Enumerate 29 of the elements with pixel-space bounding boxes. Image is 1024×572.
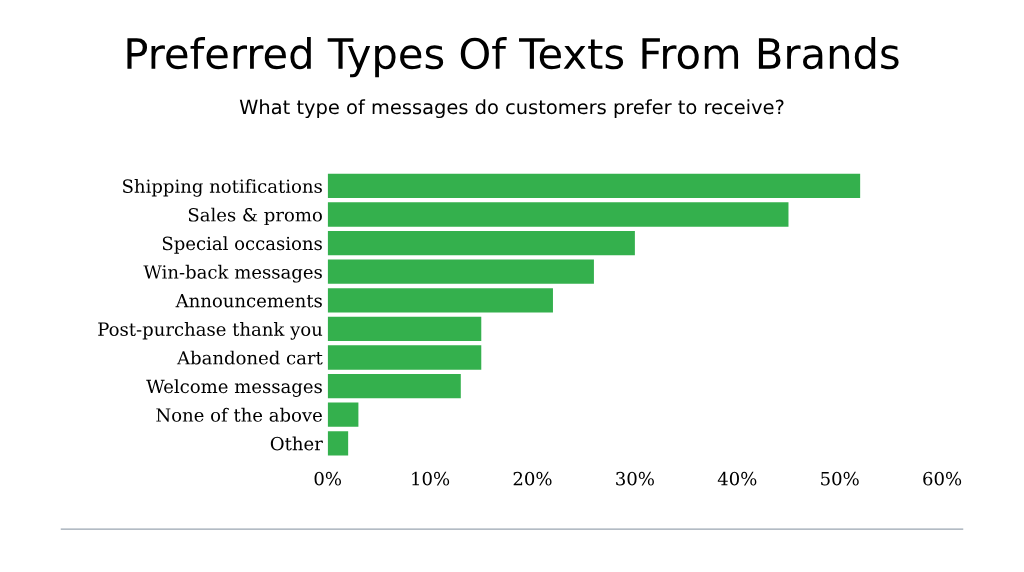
chart-subtitle: What type of messages do customers prefer to receive? [239,99,784,119]
x-tick-label: 50% [821,471,859,486]
bar [327,402,359,427]
bar [327,288,553,313]
bar [327,345,482,370]
bar [327,373,461,399]
bar [327,230,635,256]
y-tick-label: Other [270,436,323,451]
y-tick-label: Sales & promo [188,207,322,226]
x-tick-label: 60% [923,471,962,486]
x-tick-label: 20% [513,471,552,486]
bar [327,431,349,456]
bar [327,316,482,342]
bar [327,202,789,227]
chart-title: Preferred Types Of Texts From Brands [127,37,899,78]
x-tick-label: 40% [717,471,757,486]
y-tick-label: Welcome messages [146,379,322,397]
y-tick-label: Abandoned cart [176,350,323,365]
y-tick-label: Win-back messages [143,264,322,283]
x-tick-label: 0% [314,471,342,486]
y-tick-label: None of the above [156,407,322,422]
y-tick-label: Post-purchase thank you [98,322,323,340]
x-tick-label: 30% [616,471,654,486]
y-tick-label: Shipping notifications [123,179,322,197]
bar [327,173,861,199]
bar [327,259,594,284]
y-tick-label: Announcements [175,294,322,308]
y-tick-label: Special occasions [162,236,322,254]
x-tick-label: 10% [412,471,450,486]
